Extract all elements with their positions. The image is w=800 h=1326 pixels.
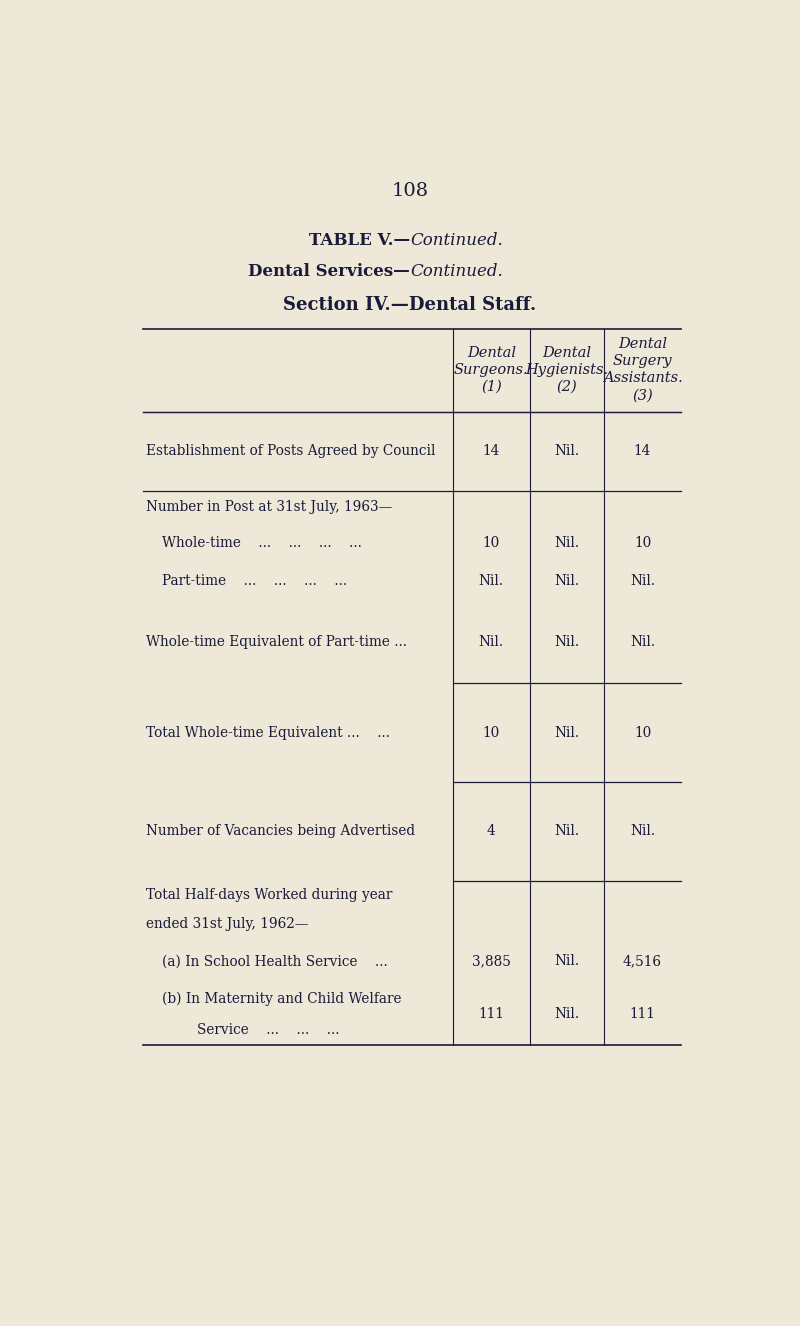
Text: 111: 111 xyxy=(630,1008,655,1021)
Text: Whole-time    ...    ...    ...    ...: Whole-time ... ... ... ... xyxy=(162,536,362,550)
Text: 14: 14 xyxy=(634,444,651,459)
Text: Nil.: Nil. xyxy=(630,825,655,838)
Text: ended 31st July, 1962—: ended 31st July, 1962— xyxy=(146,918,309,931)
Text: (b) In Maternity and Child Welfare: (b) In Maternity and Child Welfare xyxy=(162,992,402,1006)
Text: Dental: Dental xyxy=(467,346,516,359)
Text: 10: 10 xyxy=(634,536,651,550)
Text: Number of Vacancies being Advertised: Number of Vacancies being Advertised xyxy=(146,825,416,838)
Text: 108: 108 xyxy=(391,182,429,200)
Text: 10: 10 xyxy=(482,536,500,550)
Text: Nil.: Nil. xyxy=(630,574,655,587)
Text: Whole-time Equivalent of Part-time ...: Whole-time Equivalent of Part-time ... xyxy=(146,635,407,648)
Text: Nil.: Nil. xyxy=(554,825,579,838)
Text: 10: 10 xyxy=(482,725,500,740)
Text: Continued.: Continued. xyxy=(410,263,502,280)
Text: Nil.: Nil. xyxy=(554,955,579,968)
Text: Nil.: Nil. xyxy=(554,536,579,550)
Text: (a) In School Health Service    ...: (a) In School Health Service ... xyxy=(162,955,388,968)
Text: Dental: Dental xyxy=(618,337,667,351)
Text: Nil.: Nil. xyxy=(554,1008,579,1021)
Text: (3): (3) xyxy=(632,389,653,402)
Text: Nil.: Nil. xyxy=(554,635,579,648)
Text: (2): (2) xyxy=(557,379,578,394)
Text: 111: 111 xyxy=(478,1008,504,1021)
Text: Surgery: Surgery xyxy=(613,354,672,369)
Text: Number in Post at 31st July, 1963—: Number in Post at 31st July, 1963— xyxy=(146,500,393,514)
Text: Nil.: Nil. xyxy=(554,725,579,740)
Text: Establishment of Posts Agreed by Council: Establishment of Posts Agreed by Council xyxy=(146,444,436,459)
Text: Total Half-days Worked during year: Total Half-days Worked during year xyxy=(146,888,393,902)
Text: Nil.: Nil. xyxy=(479,574,504,587)
Text: Hygienists.: Hygienists. xyxy=(526,363,609,377)
Text: Nil.: Nil. xyxy=(479,635,504,648)
Text: Section IV.—Dental Staff.: Section IV.—Dental Staff. xyxy=(283,296,537,314)
Text: Nil.: Nil. xyxy=(554,574,579,587)
Text: Total Whole-time Equivalent ...    ...: Total Whole-time Equivalent ... ... xyxy=(146,725,390,740)
Text: 4,516: 4,516 xyxy=(623,955,662,968)
Text: Surgeons.: Surgeons. xyxy=(454,363,529,377)
Text: Service    ...    ...    ...: Service ... ... ... xyxy=(162,1022,339,1037)
Text: 14: 14 xyxy=(482,444,500,459)
Text: TABLE V.—: TABLE V.— xyxy=(309,232,410,249)
Text: Assistants.: Assistants. xyxy=(602,371,682,386)
Text: Dental: Dental xyxy=(542,346,591,359)
Text: Dental Services—: Dental Services— xyxy=(248,263,410,280)
Text: Continued.: Continued. xyxy=(410,232,502,249)
Text: (1): (1) xyxy=(481,379,502,394)
Text: 3,885: 3,885 xyxy=(472,955,511,968)
Text: Part-time    ...    ...    ...    ...: Part-time ... ... ... ... xyxy=(162,574,347,587)
Text: Nil.: Nil. xyxy=(554,444,579,459)
Text: 4: 4 xyxy=(487,825,496,838)
Text: Nil.: Nil. xyxy=(630,635,655,648)
Text: 10: 10 xyxy=(634,725,651,740)
